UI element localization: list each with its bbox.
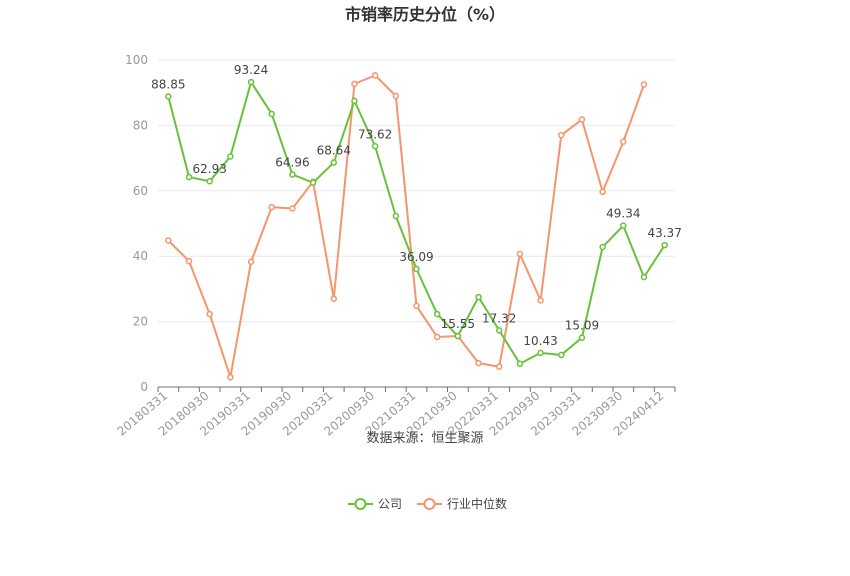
data-point xyxy=(640,273,648,281)
data-point xyxy=(558,131,565,139)
data-point xyxy=(433,310,441,318)
data-point xyxy=(475,293,482,301)
data-label: 64.96 xyxy=(275,156,309,170)
data-point xyxy=(268,203,275,211)
data-point xyxy=(330,159,338,166)
legend[interactable]: 公司 行业中位数 xyxy=(348,496,507,511)
grid xyxy=(158,59,675,323)
series-line xyxy=(167,74,645,379)
legend-item[interactable]: 公司 xyxy=(348,497,402,511)
data-point xyxy=(371,143,379,150)
data-point xyxy=(661,241,668,249)
data-point xyxy=(309,179,317,186)
data-label: 15.55 xyxy=(441,317,475,331)
y-axis: 0 20 40 60 80 100 xyxy=(125,53,148,394)
data-point xyxy=(620,222,627,229)
y-tick-label: 20 xyxy=(133,315,148,329)
legend-marker xyxy=(354,498,367,510)
series-group xyxy=(165,72,668,381)
data-point xyxy=(392,92,400,100)
legend-label: 行业中位数 xyxy=(447,496,507,511)
y-tick-label: 60 xyxy=(133,184,148,198)
data-point xyxy=(599,243,606,251)
data-label: 49.34 xyxy=(606,207,640,221)
data-label: 10.43 xyxy=(523,334,557,348)
data-label: 62.93 xyxy=(193,162,227,176)
data-point xyxy=(578,116,586,123)
data-label: 43.37 xyxy=(647,226,681,240)
data-point xyxy=(475,359,482,367)
data-point xyxy=(495,363,503,370)
data-label: 93.24 xyxy=(234,63,268,77)
data-point xyxy=(537,349,544,357)
data-point xyxy=(185,173,193,181)
data-point xyxy=(392,212,400,220)
data-point xyxy=(185,257,193,265)
data-point xyxy=(206,310,213,318)
legend-marker xyxy=(423,498,436,510)
data-point xyxy=(247,78,255,86)
data-point xyxy=(165,93,172,100)
data-point xyxy=(247,258,255,266)
data-point xyxy=(578,334,586,341)
data-point xyxy=(371,72,379,79)
data-point xyxy=(433,333,441,341)
source-text: 数据来源：恒生聚源 xyxy=(366,431,483,446)
y-tick-label: 100 xyxy=(125,53,148,67)
data-label: 68.64 xyxy=(317,144,351,158)
data-point xyxy=(516,360,524,368)
data-point xyxy=(351,97,358,105)
y-tick-label: 0 xyxy=(140,380,148,394)
data-point xyxy=(454,332,462,340)
data-label: 36.09 xyxy=(399,250,433,264)
data-point xyxy=(289,205,296,212)
y-tick-label: 80 xyxy=(133,118,148,132)
data-label: 88.85 xyxy=(151,77,185,91)
data-point xyxy=(537,297,544,304)
data-point xyxy=(227,373,234,381)
data-label: 15.09 xyxy=(565,319,599,333)
data-point xyxy=(206,177,213,185)
data-point xyxy=(268,110,275,118)
data-label: 73.62 xyxy=(358,127,392,141)
data-point xyxy=(351,80,358,88)
data-point xyxy=(640,81,648,88)
chart-title: 市销率历史分位（%） xyxy=(345,5,505,24)
data-labels: 88.85 62.93 93.24 64.96 68.64 73.62 36.09 15.55… xyxy=(151,63,682,348)
data-label: 17.32 xyxy=(482,311,516,325)
data-point xyxy=(227,153,234,160)
data-point xyxy=(599,188,606,196)
data-point xyxy=(558,351,565,359)
data-point xyxy=(330,295,338,302)
y-tick-label: 40 xyxy=(133,249,148,263)
legend-label: 公司 xyxy=(378,497,402,511)
data-point xyxy=(165,237,172,244)
data-point xyxy=(620,138,627,145)
data-point xyxy=(413,302,420,310)
legend-item[interactable]: 行业中位数 xyxy=(417,496,507,511)
data-point xyxy=(413,265,420,273)
data-point xyxy=(289,171,296,178)
data-point xyxy=(516,250,524,258)
data-point xyxy=(495,327,503,334)
